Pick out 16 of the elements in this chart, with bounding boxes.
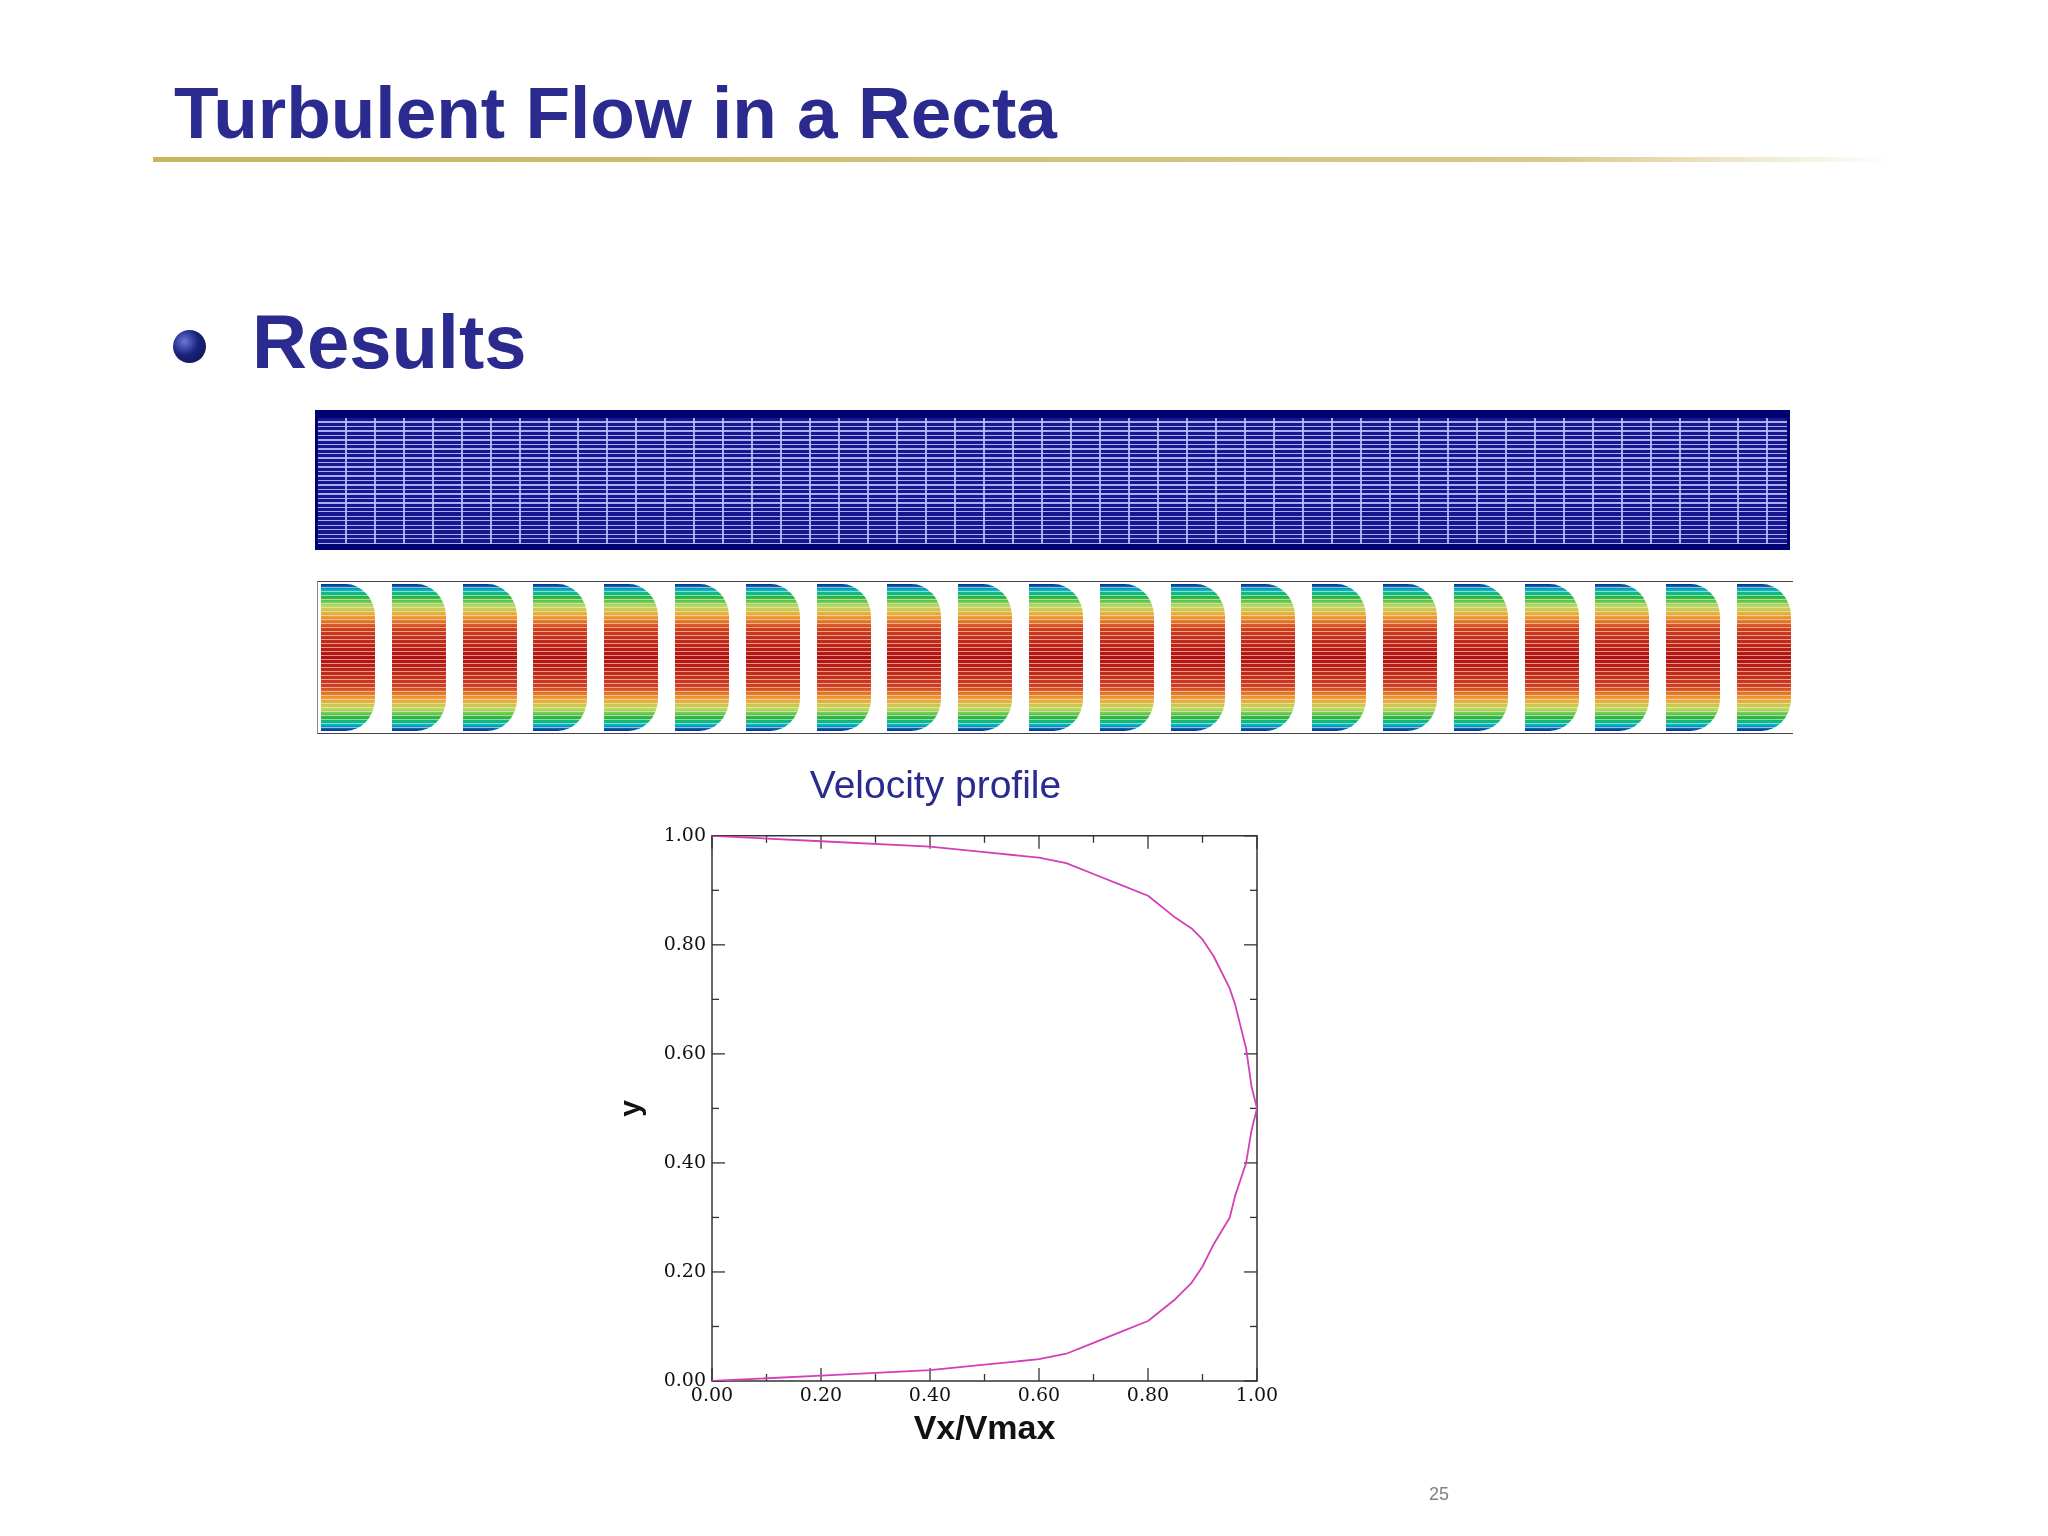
x-tick-label: 0.40 bbox=[908, 1383, 952, 1406]
y-tick-label: 0.80 bbox=[663, 931, 706, 954]
text: Turbulent Flow in a Recta bbox=[174, 72, 1057, 153]
text: Results bbox=[252, 299, 527, 384]
x-tick-label: 0.60 bbox=[1017, 1383, 1061, 1406]
x-tick-label: 0.80 bbox=[1126, 1383, 1170, 1406]
x-axis-title: Vx/Vmax bbox=[913, 1407, 1056, 1446]
y-tick-label: 1.00 bbox=[663, 822, 706, 845]
chart-title: Velocity profile bbox=[809, 763, 1062, 807]
x-tick-label: 0.20 bbox=[799, 1383, 843, 1406]
x-tick-label: 1.00 bbox=[1235, 1383, 1279, 1406]
y-tick-label: 0.40 bbox=[663, 1149, 706, 1172]
y-tick-label: 0.20 bbox=[663, 1258, 706, 1281]
y-axis-title: y bbox=[613, 1099, 647, 1117]
y-tick-label: 0.60 bbox=[663, 1040, 706, 1063]
text: 25 bbox=[1428, 1484, 1450, 1505]
